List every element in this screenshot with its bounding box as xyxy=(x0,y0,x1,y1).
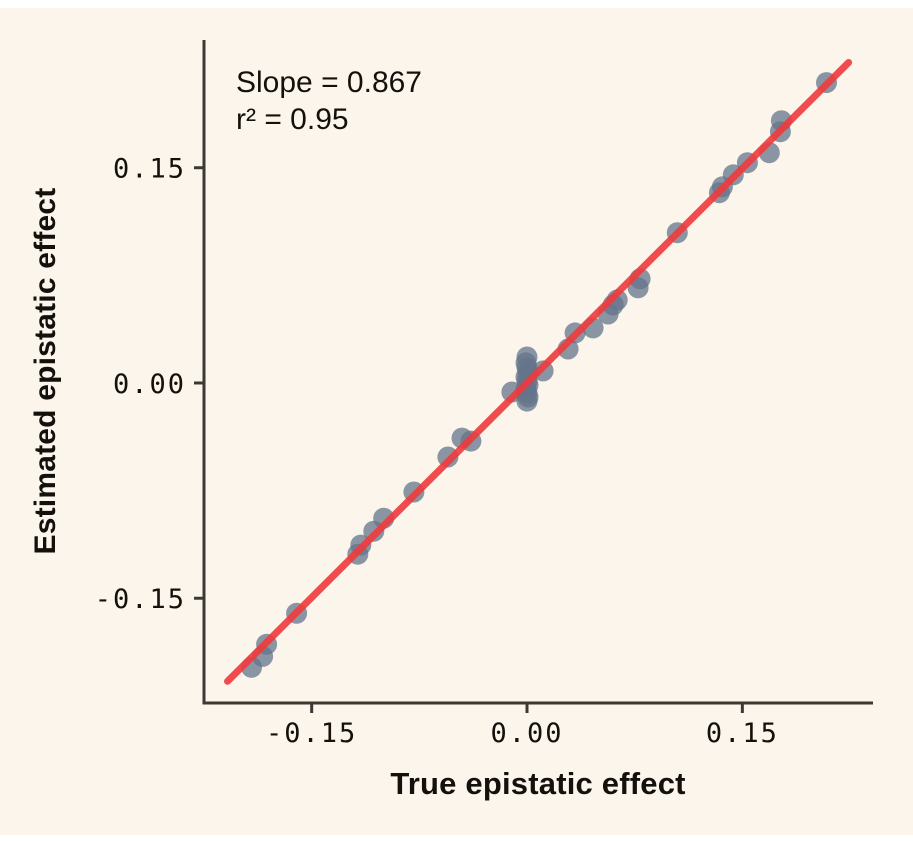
slope-text: Slope = 0.867 xyxy=(236,66,422,99)
data-point xyxy=(516,390,538,412)
x-tick-label: 0.00 xyxy=(490,718,563,749)
bottom-strip xyxy=(0,835,913,841)
y-axis-title: Estimated epistatic effect xyxy=(29,187,62,555)
y-tick-label: -0.15 xyxy=(95,584,186,615)
fit-annotation: Slope = 0.867 r² = 0.95 xyxy=(236,64,422,138)
x-tick-label: -0.15 xyxy=(266,718,357,749)
r-squared-text: r² = 0.95 xyxy=(236,103,349,136)
y-tick-label: 0.00 xyxy=(113,369,186,400)
x-axis-title: True epistatic effect xyxy=(390,766,686,801)
y-tick-label: 0.15 xyxy=(113,154,186,185)
fit-line xyxy=(224,59,853,685)
top-strip xyxy=(0,0,913,8)
x-tick-label: 0.15 xyxy=(706,718,779,749)
